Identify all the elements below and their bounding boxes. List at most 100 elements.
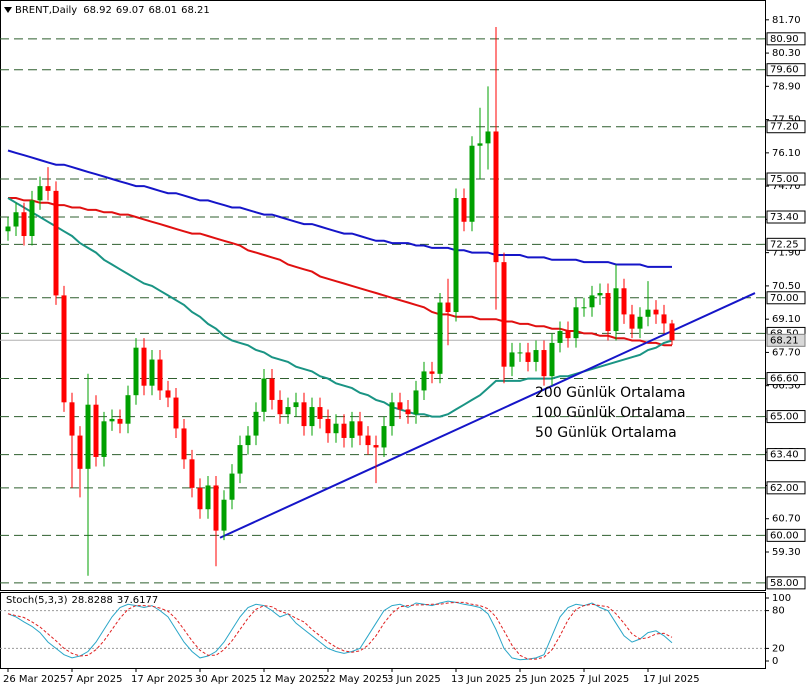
- candle-body: [517, 352, 523, 354]
- indicator-header: Stoch(5,3,3) 28.8288 37.6177: [6, 595, 158, 606]
- indicator-y-tick-label: 0: [772, 656, 778, 667]
- candle-body: [77, 435, 83, 469]
- candle-body: [381, 426, 387, 448]
- candle-body: [661, 314, 667, 324]
- y-tick-label: 77.50: [772, 115, 801, 126]
- candle-body: [373, 445, 379, 448]
- candle-body: [525, 352, 531, 362]
- legend-entry: 200 Günlük Ortalama: [535, 385, 686, 401]
- level-box: [766, 291, 806, 305]
- indicator-y-tick-label: 20: [772, 643, 785, 654]
- candle-body: [421, 371, 427, 391]
- level-label: 77.20: [770, 122, 799, 133]
- candle-body: [125, 395, 131, 424]
- trendline: [219, 292, 756, 539]
- header-low: 68.01: [148, 5, 177, 16]
- candle-body: [357, 421, 363, 436]
- candle-body: [45, 186, 51, 191]
- candle-body: [613, 288, 619, 332]
- y-tick-label: 67.70: [772, 347, 801, 358]
- candle-body: [253, 411, 259, 436]
- candle-body: [285, 407, 291, 415]
- symbol-title: BRENT,Daily: [15, 5, 77, 16]
- indicator-frame: [0, 592, 766, 669]
- candle-body: [269, 378, 275, 400]
- candle-body: [469, 145, 475, 222]
- x-tick-label: 3 Jun 2025: [387, 674, 441, 685]
- indicator-signal-value: 37.6177: [117, 595, 158, 606]
- candle-body: [229, 473, 235, 500]
- candle-body: [141, 347, 147, 386]
- level-label: 62.00: [770, 483, 799, 494]
- indicator-y-tick-label: 100: [772, 593, 791, 604]
- candle-body: [85, 404, 91, 469]
- candle-body: [61, 295, 67, 403]
- y-tick-label: 69.10: [772, 314, 801, 325]
- candle-body: [605, 293, 611, 332]
- candle-body: [461, 198, 467, 222]
- candle-body: [53, 190, 59, 296]
- y-tick-label: 78.90: [772, 81, 801, 92]
- indicator-line: [7, 601, 673, 660]
- candle-body: [133, 347, 139, 396]
- level-box: [766, 528, 806, 542]
- level-box: [766, 576, 806, 590]
- candle-body: [165, 390, 171, 398]
- candle-body: [213, 485, 219, 531]
- candle-body: [637, 316, 643, 329]
- candle-body: [533, 350, 539, 362]
- level-label: 79.60: [770, 65, 799, 76]
- menu-arrow[interactable]: [4, 7, 12, 13]
- candle-body: [21, 212, 27, 237]
- candle-body: [365, 435, 371, 446]
- level-box: [766, 120, 806, 134]
- candle-body: [349, 421, 355, 438]
- level-box: [766, 63, 806, 77]
- candle-body: [493, 131, 499, 263]
- level-box: [766, 372, 806, 386]
- level-label: 60.00: [770, 530, 799, 541]
- candle-body: [221, 499, 227, 531]
- y-tick-label: 70.50: [772, 281, 801, 292]
- x-tick-label: 17 Apr 2025: [131, 674, 193, 685]
- candle-body: [573, 307, 579, 339]
- candle-body: [341, 423, 347, 438]
- candle-body: [397, 402, 403, 410]
- main-frame: [0, 0, 766, 591]
- level-label: 73.40: [770, 212, 799, 223]
- level-box: [766, 172, 806, 186]
- y-tick-label: 59.30: [772, 547, 801, 558]
- candle-body: [5, 226, 11, 232]
- x-tick-label: 25 Jun 2025: [515, 674, 575, 685]
- candle-body: [13, 212, 19, 227]
- candle-body: [109, 418, 115, 422]
- candle-body: [309, 407, 315, 427]
- y-tick-label: 76.10: [772, 148, 801, 159]
- current-price-box: [766, 333, 806, 347]
- candle-body: [429, 371, 435, 374]
- indicator-main-value: 28.8288: [71, 595, 112, 606]
- candle-body: [157, 359, 163, 391]
- candle-body: [197, 487, 203, 510]
- x-tick-label: 7 Jul 2025: [579, 674, 629, 685]
- candle-body: [589, 295, 595, 308]
- y-tick-label: 74.70: [772, 181, 801, 192]
- x-tick-label: 22 May 2025: [323, 674, 388, 685]
- candle-body: [173, 397, 179, 429]
- candle-body: [389, 402, 395, 427]
- level-label: 65.00: [770, 412, 799, 423]
- candle-body: [333, 423, 339, 434]
- x-tick-label: 17 Jul 2025: [643, 674, 700, 685]
- level-box: [766, 32, 806, 46]
- x-tick-label: 13 Jun 2025: [451, 674, 511, 685]
- level-box: [766, 237, 806, 251]
- y-tick-label: 71.90: [772, 248, 801, 259]
- moving-average-line: [8, 197, 672, 347]
- level-label: 70.00: [770, 293, 799, 304]
- x-tick-label: 7 Apr 2025: [67, 674, 122, 685]
- y-tick-label: 81.70: [772, 15, 801, 26]
- candle-body: [477, 143, 483, 146]
- candle-body: [581, 307, 587, 309]
- x-tick-label: 30 Apr 2025: [195, 674, 257, 685]
